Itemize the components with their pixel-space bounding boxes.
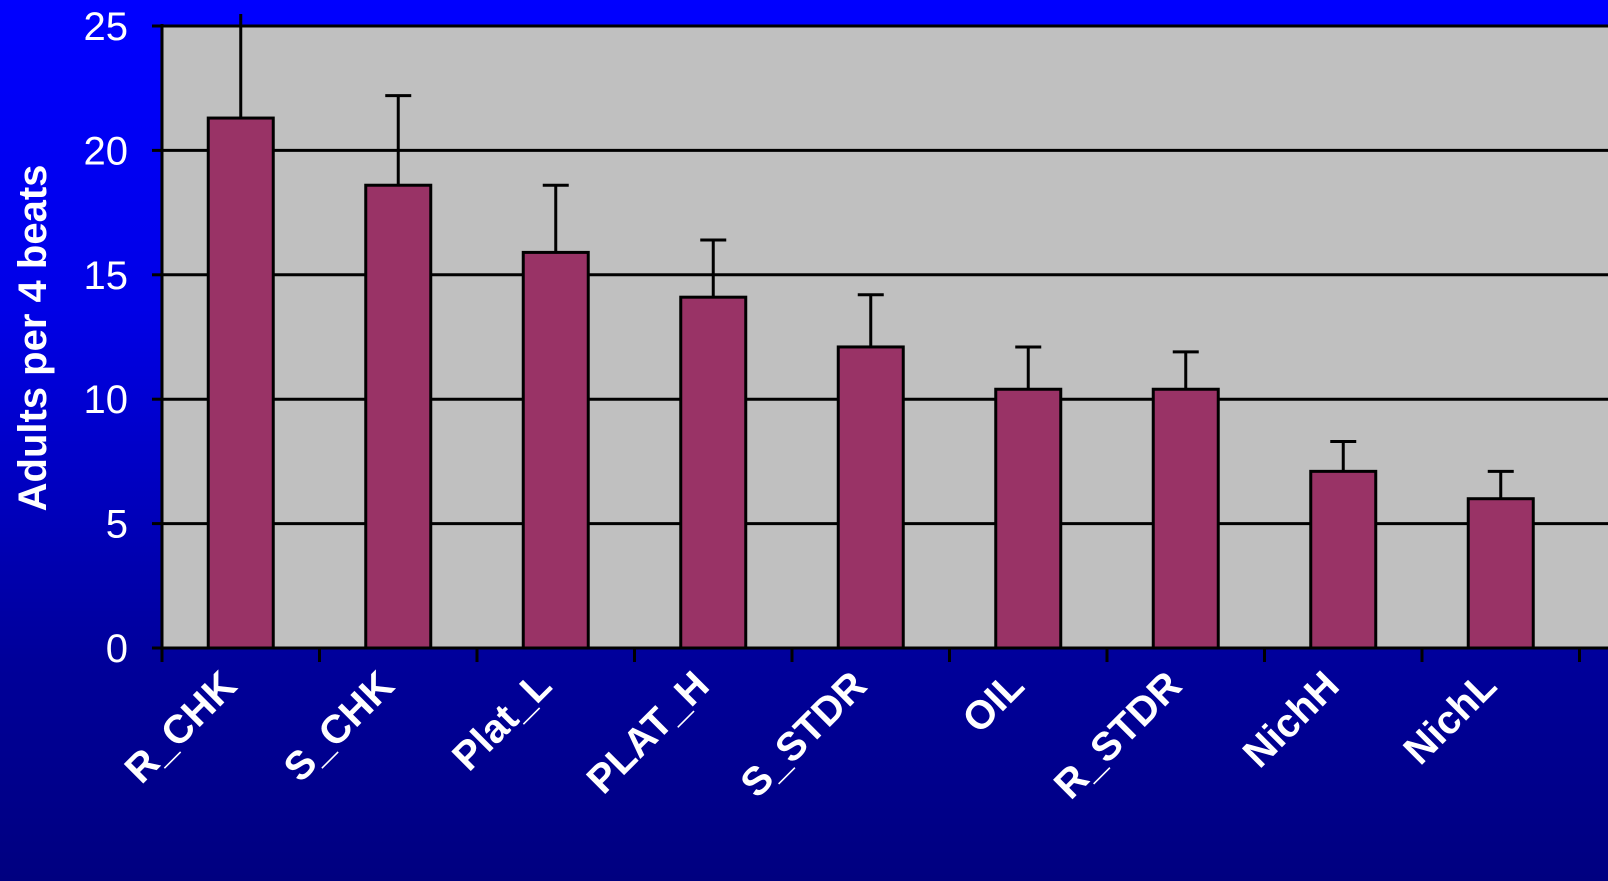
- y-tick-label: 5: [106, 503, 128, 547]
- y-tick-label: 0: [106, 627, 128, 671]
- axes: [152, 24, 1608, 662]
- x-tick-label: R_CHK: [117, 663, 246, 792]
- bar-s-stdr: [836, 345, 905, 650]
- bar-r-chk: [206, 116, 275, 650]
- y-axis-title: Adults per 4 beats: [11, 165, 55, 512]
- x-tick-label: S_CHK: [276, 663, 403, 790]
- bar-plat-l: [521, 250, 590, 650]
- bar-nichl: [1466, 497, 1535, 650]
- y-tick-label: 15: [84, 254, 129, 298]
- x-tick-label: NichH: [1235, 663, 1348, 776]
- x-tick-label: R_STDR: [1046, 663, 1190, 807]
- bar-nichh: [1309, 469, 1378, 650]
- bar-oil: [994, 387, 1063, 650]
- y-tick-label: 10: [84, 378, 129, 422]
- y-tick-labels: 0 5 10 15 20 25: [84, 5, 129, 671]
- x-tick-label: PLAT_H: [579, 663, 718, 802]
- y-tick-label: 20: [84, 129, 129, 173]
- x-tick-label: S_STDR: [732, 663, 875, 806]
- bar-s-chk: [364, 183, 433, 650]
- bar-r-stdr: [1151, 387, 1220, 650]
- x-category-labels: R_CHK S_CHK Plat_L PLAT_H S_STDR OIL R_STDR Nic…: [117, 663, 1506, 807]
- x-tick-label: NichL: [1395, 663, 1505, 773]
- x-tick-label: OIL: [954, 663, 1032, 741]
- error-bars-group: [239, 14, 1514, 499]
- y-tick-label: 25: [84, 5, 129, 49]
- bars-group: [206, 116, 1535, 650]
- bar-plat-h: [679, 295, 748, 650]
- x-tick-label: Plat_L: [444, 663, 560, 779]
